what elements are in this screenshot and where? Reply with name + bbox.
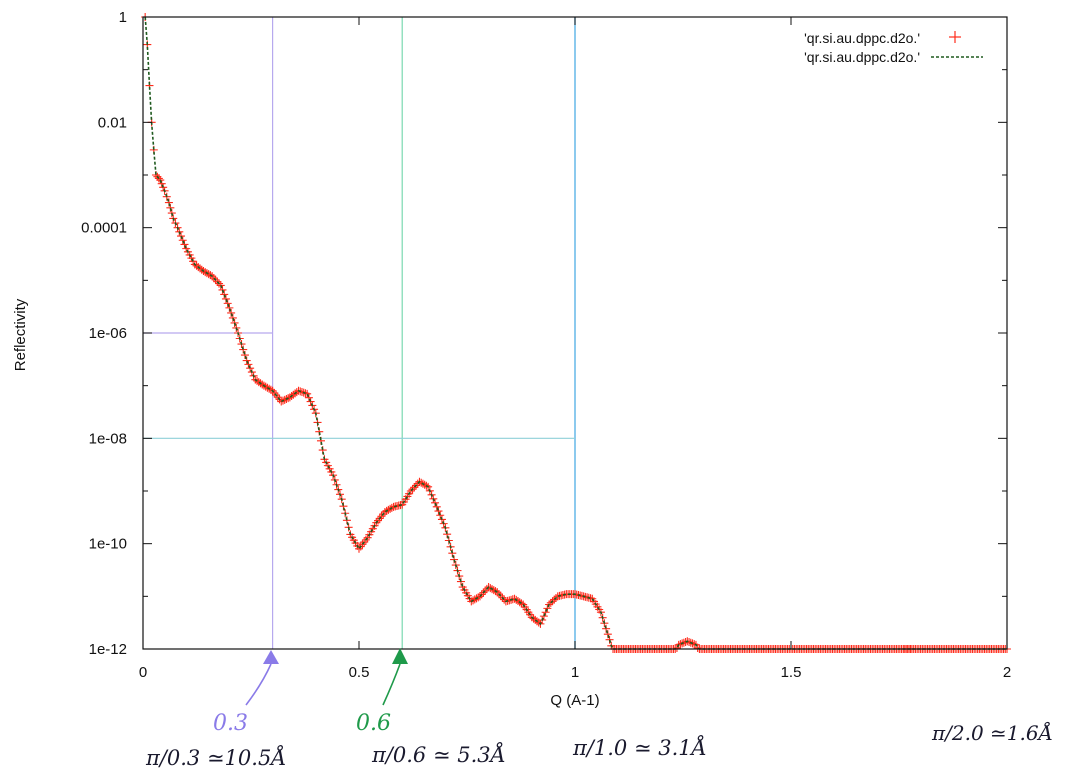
data-point bbox=[218, 285, 227, 294]
data-point bbox=[380, 507, 389, 516]
data-point bbox=[517, 599, 526, 608]
data-point bbox=[277, 397, 286, 406]
handwritten-note-2.0: π/2.0 ≃1.6Å bbox=[931, 720, 1053, 745]
data-point bbox=[541, 608, 550, 617]
handwritten-annotations: 0.3 0.6 π/0.3 ≃10.5Å π/0.6 ≃ 5.3Å π/1.0 … bbox=[145, 648, 1053, 770]
x-tick-label: 1 bbox=[571, 664, 579, 681]
data-point bbox=[489, 586, 498, 595]
data-point bbox=[434, 507, 443, 516]
y-tick-label: 0.0001 bbox=[81, 220, 127, 237]
data-point bbox=[204, 270, 213, 279]
data-point bbox=[431, 498, 440, 507]
data-point bbox=[225, 303, 234, 312]
data-point bbox=[679, 638, 688, 647]
data-point bbox=[223, 299, 232, 308]
data-point bbox=[676, 640, 685, 649]
arrowhead-0.6 bbox=[392, 648, 408, 664]
data-point bbox=[280, 395, 289, 404]
data-point bbox=[693, 644, 702, 653]
data-point bbox=[239, 345, 248, 354]
data-point bbox=[543, 604, 552, 613]
handwritten-label-0.3: 0.3 bbox=[213, 711, 248, 736]
x-tick-label: 1.5 bbox=[781, 664, 802, 681]
data-point bbox=[539, 612, 548, 621]
y-tick-label: 1e-10 bbox=[89, 536, 127, 553]
x-axis: 0 0.5 1 1.5 2 bbox=[139, 17, 1011, 681]
data-point bbox=[244, 360, 253, 369]
data-point bbox=[602, 624, 611, 633]
handwritten-note-0.6: π/0.6 ≃ 5.3Å bbox=[371, 742, 506, 767]
legend-label-points: 'qr.si.au.dppc.d2o.' bbox=[804, 30, 920, 46]
x-axis-label: Q (A-1) bbox=[550, 692, 599, 709]
data-point bbox=[178, 236, 187, 245]
y-tick-label: 1 bbox=[119, 9, 127, 26]
y-tick-label: 1e-06 bbox=[89, 325, 127, 342]
legend-marker-points bbox=[949, 31, 961, 43]
series-dashed-line bbox=[144, 16, 1007, 650]
y-axis: 1e-12 1e-10 1e-08 1e-06 0.0001 0.01 1 bbox=[81, 9, 1007, 658]
data-point bbox=[406, 487, 415, 495]
data-point bbox=[550, 595, 559, 604]
data-point bbox=[221, 294, 230, 303]
y-axis-label: Reflectivity bbox=[12, 298, 29, 371]
x-tick-label: 0.5 bbox=[349, 664, 370, 681]
guide-lines bbox=[143, 17, 576, 649]
data-point bbox=[157, 179, 166, 188]
handwritten-note-1.0: π/1.0 ≃ 3.1Å bbox=[572, 735, 707, 760]
data-point bbox=[432, 502, 441, 511]
y-tick-label: 1e-08 bbox=[89, 430, 127, 447]
legend: 'qr.si.au.dppc.d2o.' 'qr.si.au.dppc.d2o.… bbox=[804, 30, 983, 65]
data-point bbox=[261, 382, 270, 391]
data-point bbox=[177, 232, 186, 241]
arrowhead-0.3 bbox=[263, 650, 279, 664]
data-point bbox=[603, 630, 612, 639]
handwritten-label-0.6: 0.6 bbox=[356, 711, 391, 736]
data-point bbox=[303, 389, 312, 398]
data-point bbox=[306, 397, 315, 406]
data-point bbox=[470, 595, 479, 604]
data-point bbox=[436, 511, 445, 520]
data-point bbox=[240, 351, 249, 360]
data-point bbox=[227, 308, 236, 317]
handwritten-note-0.3: π/0.3 ≃10.5Å bbox=[145, 745, 286, 770]
data-point bbox=[690, 640, 699, 649]
legend-label-line: 'qr.si.au.dppc.d2o.' bbox=[804, 49, 920, 65]
data-point bbox=[180, 240, 189, 249]
data-point bbox=[209, 274, 218, 283]
data-point bbox=[220, 290, 229, 299]
data-point bbox=[496, 591, 505, 600]
x-tick-label: 0 bbox=[139, 664, 147, 681]
data-point bbox=[297, 387, 306, 396]
data-point bbox=[410, 483, 419, 492]
data-point bbox=[420, 480, 429, 489]
arrow-0.6 bbox=[382, 663, 401, 706]
y-tick-label: 0.01 bbox=[98, 114, 127, 131]
data-point bbox=[500, 595, 509, 604]
data-point bbox=[201, 268, 210, 277]
data-point bbox=[228, 313, 237, 322]
data-point bbox=[384, 505, 393, 514]
data-point bbox=[304, 393, 313, 402]
y-tick-label: 1e-12 bbox=[89, 641, 127, 658]
arrow-0.3 bbox=[245, 663, 272, 706]
x-tick-label: 2 bbox=[1003, 664, 1011, 681]
